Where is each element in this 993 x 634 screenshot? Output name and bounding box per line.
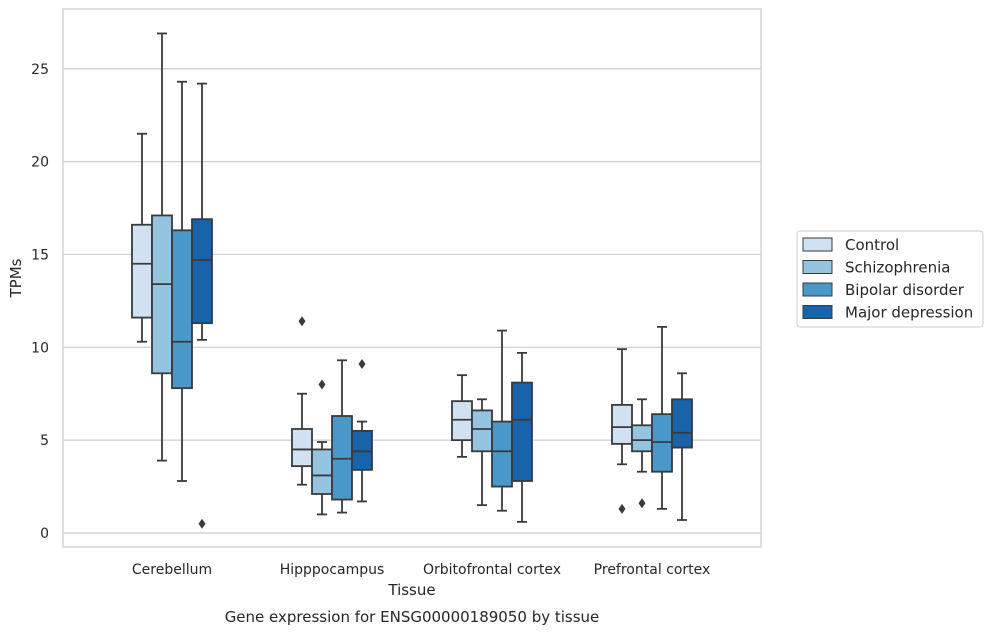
y-tick-label: 15 <box>31 247 49 263</box>
y-axis-label: TPMs <box>7 258 25 298</box>
box-1-1 <box>311 379 333 516</box>
box-2-2 <box>491 329 513 512</box>
box-body <box>191 218 213 325</box>
box-1-0 <box>151 32 173 462</box>
box-3-2 <box>511 351 533 523</box>
box-body <box>331 415 353 501</box>
y-tick-label: 10 <box>31 340 49 356</box>
box-0-3 <box>611 348 633 514</box>
box-body <box>451 400 473 442</box>
chart-caption: Gene expression for ENSG00000189050 by t… <box>225 608 600 626</box>
box-body <box>131 223 153 319</box>
legend-frame <box>796 230 984 328</box>
legend: Control Schizophrenia Bipolar disorder Majo… <box>796 230 984 328</box>
box-2-3 <box>651 325 673 510</box>
box-body <box>171 229 193 390</box>
outlier-point <box>198 518 206 529</box>
outlier-point <box>638 498 646 509</box>
box-groups <box>131 32 693 529</box>
plot-frame <box>62 8 762 548</box>
y-tick-label: 0 <box>40 526 49 542</box>
legend-label: Bipolar disorder <box>845 281 965 299</box>
box-body <box>151 214 173 375</box>
box-3-3 <box>671 372 693 521</box>
x-tick-labels: Cerebellum Hipppocampus Orbitofrontal cort… <box>132 562 710 578</box>
legend-label: Control <box>845 236 899 254</box>
box-0-2 <box>451 374 473 458</box>
box-body <box>311 448 333 495</box>
y-tick-labels: 0 5 10 15 20 25 <box>31 62 49 542</box>
legend-label: Schizophrenia <box>845 259 950 277</box>
x-tick-label: Cerebellum <box>132 562 212 578</box>
y-tick-label: 25 <box>31 62 49 78</box>
box-body <box>351 429 373 471</box>
box-2-0 <box>171 80 193 482</box>
outlier-point <box>358 359 366 370</box>
x-tick-label: Orbitofrontal cortex <box>423 562 561 578</box>
legend-swatch <box>802 305 833 319</box>
box-0-0 <box>131 132 153 343</box>
box-3-0 <box>191 82 213 529</box>
legend-swatch <box>802 282 833 297</box>
outlier-point <box>318 379 326 390</box>
box-2-1 <box>331 359 353 514</box>
outlier-point <box>298 316 306 327</box>
legend-label: Major depression <box>845 304 973 322</box>
box-body <box>291 428 313 468</box>
box-body <box>671 398 693 449</box>
box-body <box>611 403 633 445</box>
legend-swatch <box>802 260 833 274</box>
box-body <box>491 420 513 488</box>
box-3-1 <box>351 359 373 503</box>
x-tick-label: Prefrontal cortex <box>594 562 711 578</box>
box-1-3 <box>631 398 653 509</box>
x-tick-label: Hipppocampus <box>280 562 385 578</box>
legend-swatch <box>802 237 833 252</box>
y-tick-label: 5 <box>40 433 49 449</box>
box-body <box>511 381 533 482</box>
box-body <box>471 409 493 453</box>
y-tick-label: 20 <box>31 155 49 171</box>
x-axis-label: Tissue <box>387 581 435 599</box>
box-0-1 <box>291 316 313 486</box>
box-1-2 <box>471 398 493 507</box>
outlier-point <box>618 503 626 514</box>
box-body <box>631 424 653 453</box>
box-body <box>651 413 673 473</box>
